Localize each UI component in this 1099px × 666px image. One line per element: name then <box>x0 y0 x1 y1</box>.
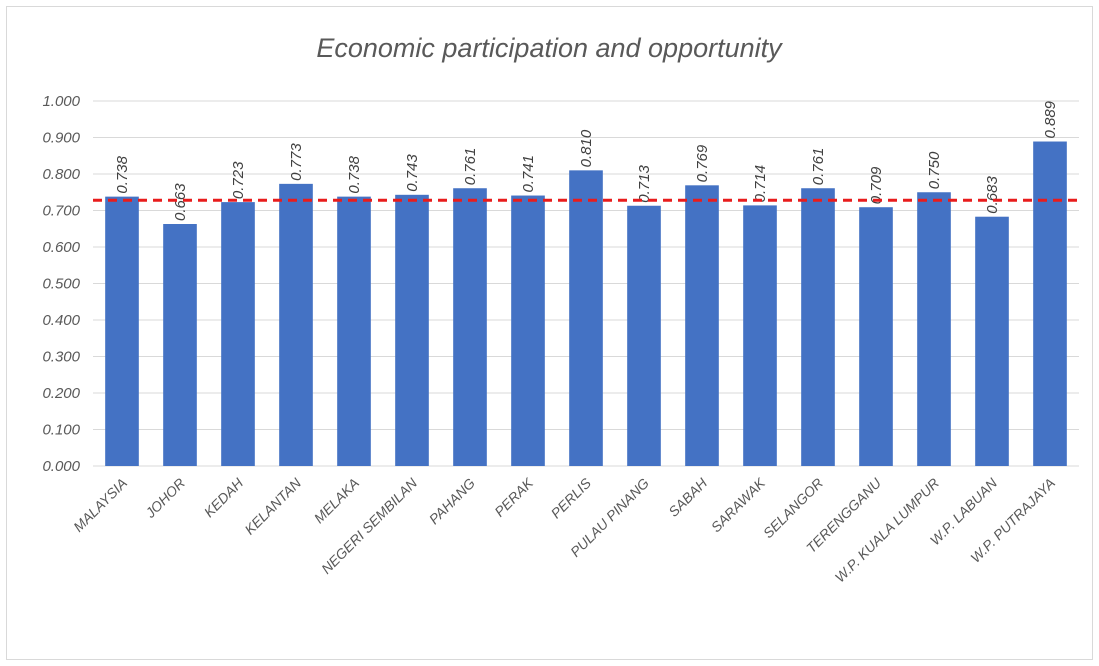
data-label: 0.683 <box>984 176 1001 214</box>
data-label: 0.714 <box>752 165 769 203</box>
y-tick-label: 0.200 <box>42 385 80 402</box>
category-label: W.P. KUALA LUMPUR <box>832 475 943 586</box>
bar <box>221 202 255 467</box>
y-tick-label: 1.000 <box>42 93 80 110</box>
data-label: 0.743 <box>404 154 421 192</box>
y-tick-label: 0.900 <box>42 130 80 147</box>
y-tick-label: 0.100 <box>42 422 80 439</box>
bar <box>337 196 371 466</box>
data-label: 0.761 <box>810 148 827 186</box>
data-label: 0.738 <box>346 155 363 193</box>
category-label: NEGERI SEMBILAN <box>318 474 421 577</box>
bar <box>685 185 719 466</box>
category-label: PAHANG <box>426 475 478 527</box>
category-label: MELAKA <box>311 475 362 526</box>
data-label: 0.709 <box>868 166 885 204</box>
category-label: MALAYSIA <box>70 475 130 535</box>
bar <box>917 192 951 466</box>
data-label: 0.769 <box>694 144 711 182</box>
y-tick-label: 0.300 <box>42 349 80 366</box>
data-label: 0.750 <box>926 151 943 189</box>
bar <box>279 183 313 467</box>
data-label: 0.738 <box>114 155 131 193</box>
bar <box>627 205 661 466</box>
y-tick-label: 0.000 <box>42 458 80 475</box>
y-tick-label: 0.600 <box>42 239 80 256</box>
data-label: 0.723 <box>230 161 247 199</box>
data-label: 0.741 <box>520 155 537 193</box>
y-tick-label: 0.500 <box>42 276 80 293</box>
data-labels: 0.738 0.663 0.723 0.773 0.738 0.743 0.761 0.741… <box>114 100 1059 221</box>
bar <box>743 205 777 466</box>
data-label: 0.713 <box>636 165 653 203</box>
bar <box>1033 141 1067 466</box>
data-label: 0.761 <box>462 148 479 186</box>
bar <box>975 216 1009 466</box>
data-label: 0.773 <box>288 143 305 181</box>
y-tick-label: 0.700 <box>42 203 80 220</box>
category-label: PERLIS <box>548 474 595 521</box>
category-label: KEDAH <box>201 474 247 520</box>
category-label: JOHOR <box>141 475 188 522</box>
bar <box>453 188 487 467</box>
bar <box>569 170 603 466</box>
data-label: 0.663 <box>172 183 189 221</box>
category-label: SABAH <box>665 474 711 520</box>
data-label: 0.889 <box>1042 100 1059 138</box>
category-label: KELANTAN <box>241 474 304 537</box>
category-label: PERAK <box>491 474 536 519</box>
y-axis-ticks: 0.000 0.100 0.200 0.300 0.400 0.500 0.600 0.700… <box>42 93 80 475</box>
bars <box>105 141 1067 467</box>
category-label: SARAWAK <box>708 474 769 535</box>
y-tick-label: 0.800 <box>42 166 80 183</box>
bar <box>395 194 429 466</box>
bar <box>163 224 197 466</box>
y-tick-label: 0.400 <box>42 312 80 329</box>
bar <box>801 188 835 467</box>
bar <box>859 207 893 466</box>
data-label: 0.810 <box>578 129 595 167</box>
bar <box>511 195 545 466</box>
chart-title: Economic participation and opportunity <box>316 33 783 63</box>
bar <box>105 196 139 466</box>
